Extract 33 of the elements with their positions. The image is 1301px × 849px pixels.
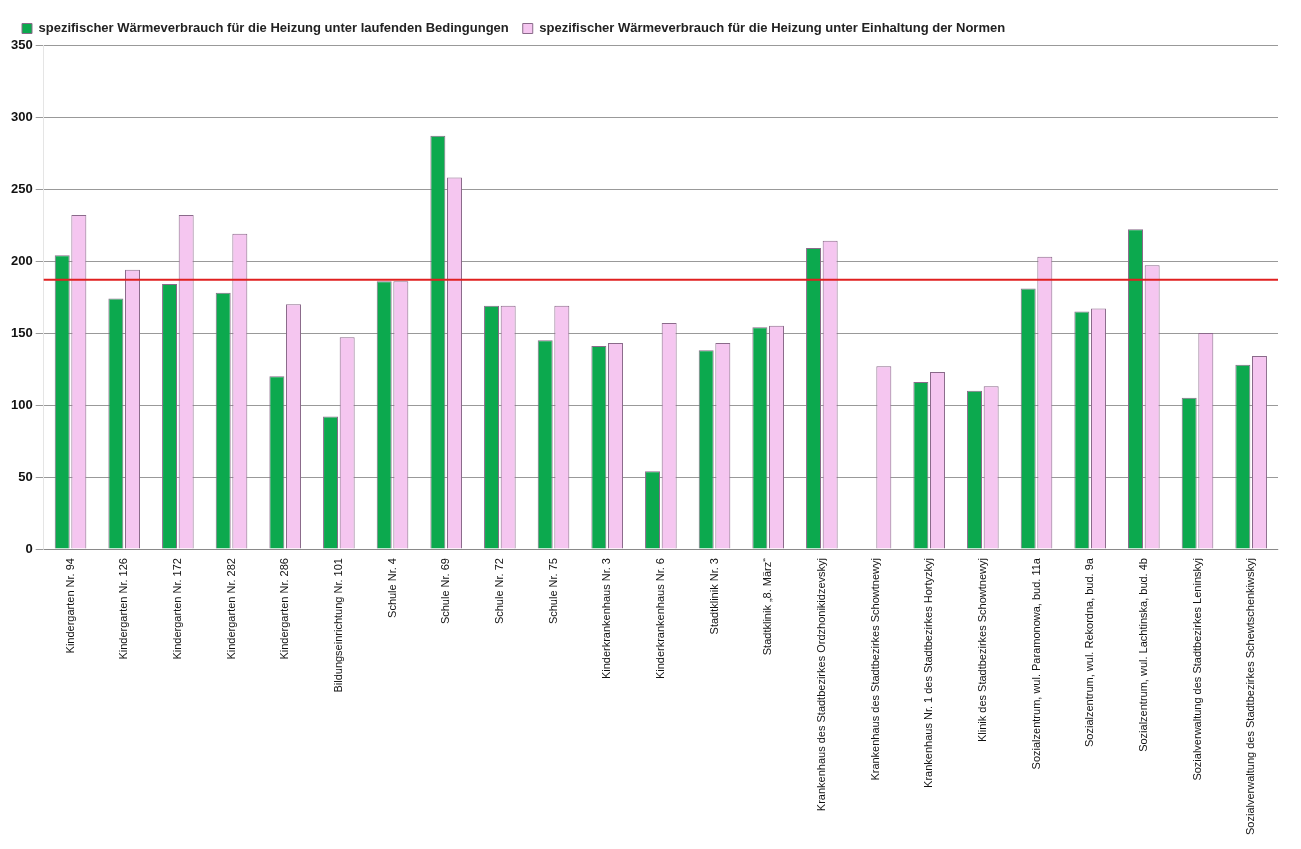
x-tick-label: Kindergarten Nr. 282 [224,558,237,660]
y-tick-label: 0 [25,540,33,556]
x-tick-label: Bildungseinrichtung Nr. 101 [331,558,344,693]
y-tick-label: 250 [10,180,33,196]
x-tick-label: Kindergarten Nr. 172 [170,558,183,660]
legend-label: spezifischer Wärmeverbrauch für die Heizung unter laufenden Bedingungen [38,20,509,36]
y-tick-label: 50 [18,468,33,484]
x-tick-label: Kindergarten Nr. 94 [63,558,76,654]
x-tick-label: Sozialverwaltung des Stadtbezirkes Leninskyj [1190,558,1203,781]
x-tick-label: Sozialverwaltung des Stadtbezirkes Schewtschenkiwskyj [1244,558,1257,836]
y-tick-label: 150 [10,324,33,340]
x-tick-label: Kinderkrankenhaus Nr. 6 [653,558,666,680]
x-tick-label: Sozialzentrum, wul. Lachtinska, bud. 4b [1136,558,1149,752]
x-tick-label: Kindergarten Nr. 126 [117,558,130,660]
x-tick-label: Sozialzentrum, wul. Rekordna, bud. 9a [1083,557,1096,747]
x-tick-label: Kindergarten Nr. 286 [278,558,291,660]
y-tick-label: 100 [10,396,33,412]
x-tick-label: Krankenhaus Nr. 1 des Stadtbezirkes Hortyzkyj [922,558,935,788]
legend-label: spezifischer Wärmeverbrauch für die Heizung unter Einhaltung der Normen [539,20,1006,36]
x-tick-label: Schule Nr. 72 [492,558,505,625]
x-tick-label: Krankenhaus des Stadtbezirkes Schowtnewyj [868,558,881,781]
x-tick-label: Schule Nr. 69 [439,558,452,625]
x-tick-label: Stadtklinik Nr. 3 [707,558,720,635]
y-tick-label: 350 [10,36,33,52]
x-tick-label: Kinderkrankenhaus Nr. 3 [600,558,613,680]
x-tick-label: Krankenhaus des Stadtbezirkes Ordzhonikidzevskyj [814,558,827,812]
x-tick-label: Schule Nr. 75 [546,558,559,625]
y-tick-label: 200 [10,252,33,268]
x-tick-label: Schule Nr. 4 [385,558,398,618]
x-tick-label: Klinik des Stadtbezirkes Schowtnewyj [975,558,988,743]
y-tick-label: 300 [10,108,33,124]
x-tick-label: Stadtklinik „8. März“ [761,557,774,656]
x-tick-label: Sozialzentrum, wul. Paramonowa, bud. 11a [1029,557,1042,770]
